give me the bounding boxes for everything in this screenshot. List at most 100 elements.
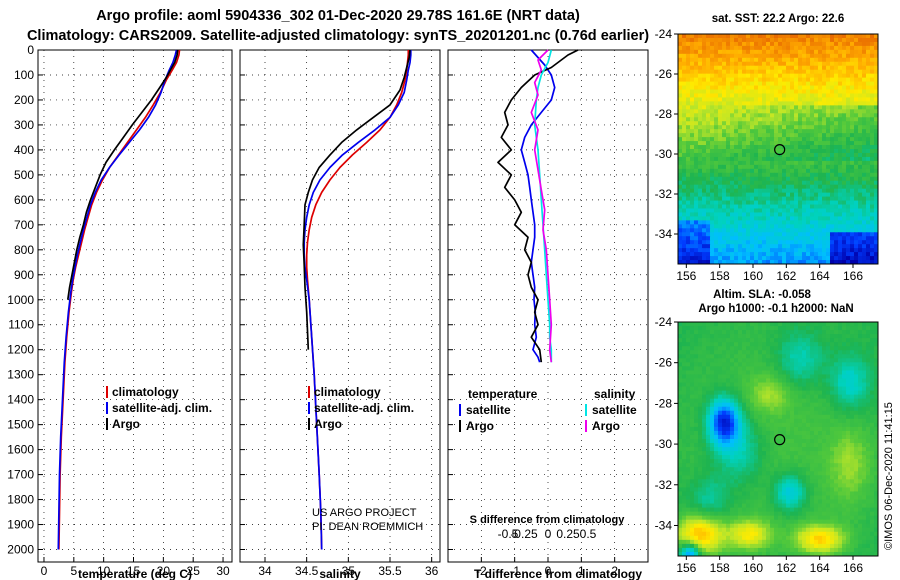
map-cell: [782, 418, 787, 424]
map-cell: [826, 236, 831, 241]
map-cell: [750, 410, 755, 416]
map-cell: [690, 426, 695, 432]
map-cell: [814, 149, 819, 154]
map-cell: [774, 176, 779, 182]
map-cell: [842, 125, 847, 130]
map-cell: [758, 113, 763, 118]
map-cell: [790, 459, 795, 464]
map-cell: [754, 350, 759, 355]
map-cell: [818, 326, 823, 331]
map-cell: [862, 418, 867, 424]
map-cell: [722, 152, 727, 158]
x-tick-label: 5: [70, 564, 77, 578]
map-cell: [690, 459, 695, 464]
map-cell: [682, 145, 687, 150]
map-cell: [766, 326, 771, 331]
map-cell: [774, 85, 779, 91]
map-cell: [702, 224, 707, 229]
map-cell: [806, 176, 811, 182]
map-cell: [822, 216, 827, 221]
map-cell: [714, 65, 719, 71]
map-cell: [738, 451, 743, 456]
map-cell: [798, 61, 803, 67]
map-cell: [826, 459, 831, 464]
map-cell: [850, 125, 855, 130]
map-cell: [858, 113, 863, 118]
map-cell: [874, 443, 879, 448]
map-cell: [750, 439, 755, 444]
map-cell: [802, 386, 807, 392]
map-cell: [838, 101, 843, 106]
map-cell: [870, 426, 875, 432]
map-cell: [766, 212, 771, 217]
map-cell: [790, 129, 795, 134]
map-cell: [874, 366, 879, 371]
map-cell: [862, 410, 867, 416]
map-cell: [838, 196, 843, 202]
map-cell: [854, 422, 859, 428]
map-cell: [746, 252, 751, 257]
map-cell: [782, 49, 787, 55]
map-cell: [810, 378, 815, 384]
map-cell: [758, 184, 763, 190]
map-cell: [690, 125, 695, 130]
map-cell: [798, 240, 803, 245]
map-cell: [866, 49, 871, 55]
map-cell: [818, 362, 823, 367]
map-cell: [742, 402, 747, 408]
map-cell: [706, 459, 711, 464]
map-cell: [846, 382, 851, 388]
map-cell: [794, 37, 799, 43]
map-cell: [678, 69, 683, 75]
map-cell: [786, 149, 791, 154]
map-cell: [710, 362, 715, 367]
map-cell: [866, 434, 871, 440]
map-cell: [806, 208, 811, 213]
map-cell: [686, 129, 691, 134]
map-cell: [806, 354, 811, 359]
map-cell: [850, 236, 855, 241]
map-cell: [826, 406, 831, 412]
map-cell: [678, 232, 683, 237]
map-cell: [790, 34, 795, 39]
map-cell: [722, 97, 727, 102]
map-cell: [810, 330, 815, 335]
map-cell: [766, 228, 771, 233]
map-cell: [822, 200, 827, 206]
map-cell: [714, 346, 719, 351]
map-cell: [778, 216, 783, 221]
map-cell: [814, 260, 819, 265]
map-cell: [778, 69, 783, 75]
map-cell: [790, 256, 795, 261]
map-cell: [858, 212, 863, 217]
map-cell: [822, 326, 827, 331]
map-cell: [746, 73, 751, 79]
map-cell: [730, 69, 735, 75]
map-cell: [702, 248, 707, 253]
map-cell: [786, 208, 791, 213]
map-cell: [726, 61, 731, 67]
map-cell: [770, 49, 775, 55]
map-cell: [698, 101, 703, 106]
map-cell: [774, 45, 779, 51]
map-cell: [762, 382, 767, 388]
map-cell: [826, 390, 831, 396]
map-cell: [810, 455, 815, 460]
map-cell: [874, 422, 879, 428]
map-cell: [846, 350, 851, 355]
map-cell: [874, 192, 879, 198]
map-cell: [822, 358, 827, 363]
map-cell: [854, 212, 859, 217]
map-cell: [734, 168, 739, 174]
map-cell: [742, 370, 747, 375]
map-cell: [794, 422, 799, 428]
map-cell: [874, 37, 879, 43]
map-cell: [738, 156, 743, 162]
map-cell: [686, 133, 691, 138]
map-cell: [718, 57, 723, 63]
map-cell: [778, 180, 783, 186]
map-cell: [786, 394, 791, 400]
map-cell: [862, 113, 867, 118]
map-cell: [866, 77, 871, 83]
map-cell: [874, 418, 879, 424]
